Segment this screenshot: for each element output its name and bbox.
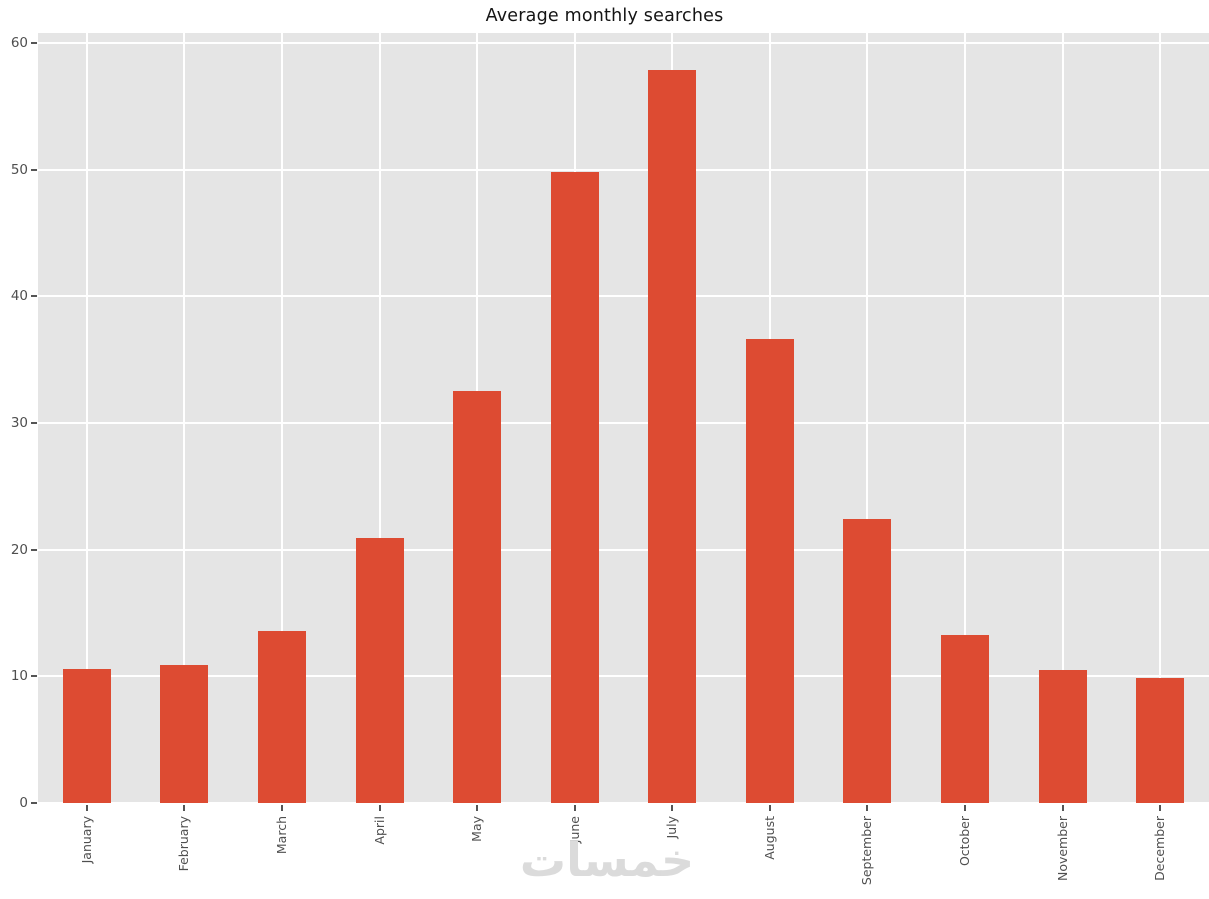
- v-gridline-february: [183, 33, 186, 803]
- h-gridline-0: [38, 802, 1209, 804]
- y-tick-mark-60: [31, 42, 37, 45]
- y-tick-mark-40: [31, 295, 37, 298]
- bar-may: [453, 391, 502, 803]
- y-tick-label-0: 0: [19, 795, 28, 811]
- y-tick-mark-0: [31, 802, 37, 804]
- v-gridline-march: [280, 33, 283, 803]
- x-tick-label-december: December: [1152, 816, 1168, 881]
- x-tick-mark-january: [85, 805, 88, 811]
- x-tick-mark-february: [183, 805, 186, 811]
- y-tick-label-30: 30: [10, 415, 28, 432]
- y-tick-label-50: 50: [10, 161, 28, 178]
- v-gridline-april: [378, 33, 381, 803]
- x-tick-mark-april: [378, 805, 381, 811]
- bar-march: [257, 630, 306, 803]
- chart-title: Average monthly searches: [485, 6, 724, 26]
- x-tick-mark-march: [280, 805, 283, 811]
- x-tick-mark-may: [476, 805, 479, 811]
- chart-plot-area: [38, 33, 1209, 804]
- v-gridline-october: [964, 33, 967, 803]
- h-gridline-10: [38, 675, 1209, 678]
- y-tick-label-20: 20: [10, 541, 28, 558]
- x-tick-mark-december: [1159, 805, 1162, 811]
- watermark-khamsat: خمسات: [519, 833, 695, 887]
- bars-layer: [38, 33, 1209, 803]
- x-tick-label-august: August: [761, 816, 777, 860]
- bar-october: [941, 634, 990, 803]
- x-tick-label-february: February: [176, 816, 192, 872]
- h-gridline-40: [38, 295, 1209, 298]
- h-gridline-30: [38, 422, 1209, 425]
- bar-december: [1136, 677, 1185, 803]
- bar-april: [355, 538, 404, 803]
- h-gridline-50: [38, 168, 1209, 171]
- x-tick-label-january: January: [78, 816, 94, 864]
- y-tick-label-60: 60: [10, 35, 28, 52]
- x-tick-mark-july: [671, 805, 674, 811]
- x-tick-mark-september: [866, 805, 869, 811]
- h-gridline-60: [38, 42, 1209, 45]
- x-tick-label-may: May: [469, 816, 485, 842]
- v-gridline-november: [1061, 33, 1064, 803]
- h-gridline-20: [38, 548, 1209, 551]
- x-tick-mark-october: [964, 805, 967, 811]
- bar-september: [843, 519, 892, 803]
- x-tick-label-september: September: [859, 816, 875, 886]
- x-tick-label-march: March: [273, 816, 289, 855]
- y-tick-label-40: 40: [10, 288, 28, 305]
- y-tick-mark-10: [31, 675, 37, 678]
- y-tick-mark-30: [31, 422, 37, 425]
- bar-february: [160, 664, 209, 803]
- x-tick-label-november: November: [1054, 816, 1070, 882]
- v-gridline-september: [866, 33, 869, 803]
- x-tick-mark-june: [573, 805, 576, 811]
- y-tick-mark-20: [31, 548, 37, 551]
- x-tick-mark-november: [1061, 805, 1064, 811]
- bar-august: [745, 339, 794, 803]
- y-tick-label-10: 10: [10, 668, 28, 685]
- bar-june: [550, 172, 599, 803]
- bar-january: [62, 668, 111, 803]
- bar-november: [1038, 670, 1087, 803]
- v-gridline-january: [85, 33, 88, 803]
- x-tick-mark-august: [768, 805, 771, 811]
- x-tick-label-october: October: [957, 816, 973, 867]
- y-tick-mark-50: [31, 168, 37, 171]
- v-gridline-december: [1159, 33, 1162, 803]
- bar-july: [648, 69, 697, 803]
- x-tick-label-april: April: [371, 816, 387, 845]
